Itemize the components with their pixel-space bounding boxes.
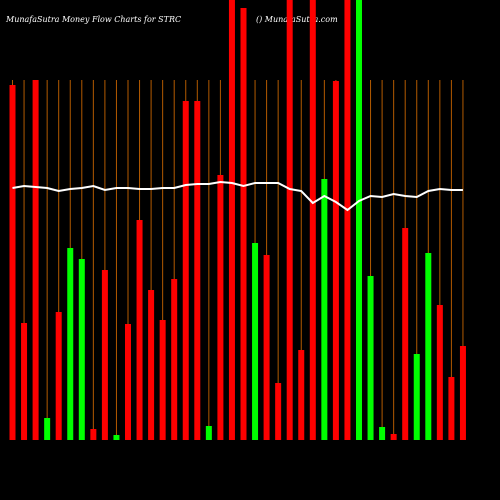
money-flow-line	[12, 180, 463, 212]
bar	[159, 320, 166, 440]
bar	[55, 312, 62, 440]
bar	[44, 418, 51, 440]
bar	[402, 228, 409, 440]
bar	[125, 324, 131, 440]
bar	[90, 429, 97, 440]
bar	[205, 426, 212, 440]
bar	[32, 80, 39, 440]
bar	[113, 435, 120, 440]
bar	[67, 248, 74, 440]
bar	[448, 377, 455, 440]
bar	[390, 434, 397, 440]
bar	[217, 175, 224, 440]
bar	[240, 8, 247, 440]
bar	[309, 0, 316, 440]
bar	[228, 0, 235, 440]
bar	[459, 346, 466, 440]
bar	[194, 101, 201, 440]
chart-title: MunafaSutra Money Flow Charts for STRC	[5, 15, 181, 24]
bar	[182, 101, 189, 440]
bar	[298, 350, 305, 440]
bar	[263, 255, 270, 440]
bar	[321, 179, 328, 440]
bar	[344, 0, 351, 440]
bar	[148, 290, 155, 440]
bar	[425, 253, 432, 440]
chart-subtitle: () MunafaSutra.com	[256, 15, 338, 24]
bar	[275, 383, 282, 440]
bar	[9, 85, 16, 440]
bar	[78, 259, 85, 440]
bar	[413, 354, 420, 440]
bar	[101, 270, 108, 440]
bar	[286, 0, 293, 440]
bar	[21, 323, 28, 440]
bar	[332, 81, 339, 440]
bar	[136, 220, 143, 440]
bar	[171, 279, 178, 440]
bar	[367, 276, 374, 440]
bar	[356, 0, 362, 440]
bar	[379, 427, 386, 440]
bar	[436, 305, 443, 440]
bar	[252, 243, 259, 440]
